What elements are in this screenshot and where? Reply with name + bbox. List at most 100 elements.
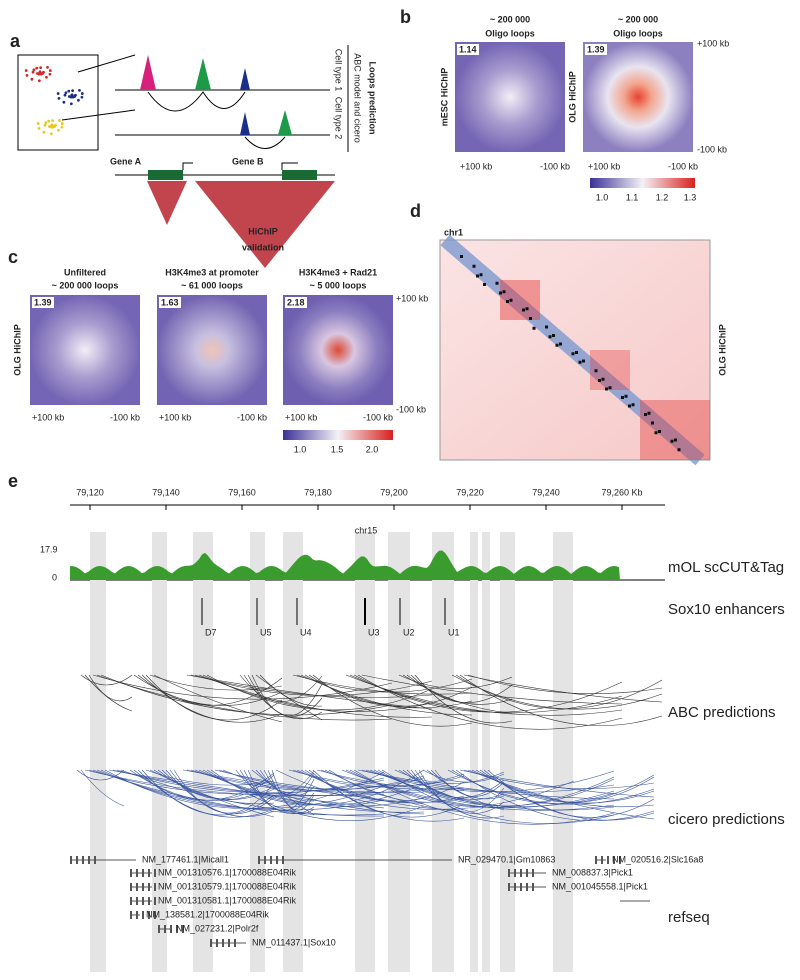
colorbar	[590, 178, 695, 188]
loop-arc	[377, 769, 615, 807]
exon	[601, 856, 603, 864]
cell-dot	[74, 93, 77, 97]
exon	[148, 869, 150, 877]
exon	[158, 925, 160, 933]
loop-arc	[255, 674, 323, 721]
exon	[508, 869, 510, 877]
loop-arc	[149, 674, 283, 691]
loop-arc	[463, 674, 663, 703]
peak	[240, 112, 250, 135]
exon	[142, 883, 144, 891]
highlight-band	[553, 532, 573, 972]
gene-label: NM_138581.2|1700088E04Rik	[146, 909, 269, 919]
gene-label: NR_029470.1|Gm10863	[458, 854, 555, 864]
gene-label: NM_008837.3|Pick1	[552, 867, 633, 877]
peak	[195, 58, 211, 90]
contact-dot	[601, 377, 605, 381]
tss-arrow	[281, 162, 298, 170]
contact-dot	[571, 352, 575, 356]
row-label: OLG HiChIP	[567, 71, 577, 123]
loop-arc	[88, 674, 133, 702]
arrow	[77, 54, 136, 73]
cell-type-label: Cell type 1	[334, 49, 344, 92]
contact-dot	[578, 360, 582, 364]
loop-arc	[455, 769, 655, 821]
cell-dot	[57, 96, 61, 100]
gene	[282, 170, 317, 180]
exon	[148, 883, 150, 891]
axis-tick-label: 79,140	[152, 487, 180, 497]
contact-dot	[598, 379, 601, 382]
loop-arc	[406, 674, 513, 705]
loop-arc	[108, 769, 385, 809]
highlight-band	[355, 532, 375, 972]
loop-arc	[84, 674, 133, 712]
row-label: OLG HiChIP	[12, 324, 22, 376]
gene-label: NM_020516.2|Slc16a8	[612, 854, 703, 864]
panel-label: a	[10, 31, 21, 51]
exon	[136, 897, 138, 905]
track-label: refseq	[668, 909, 710, 926]
gene-label: NM_011437.1|Sox10	[252, 937, 336, 947]
cell-dot	[48, 69, 52, 72]
contact-dot	[628, 404, 631, 408]
contact-dot	[658, 430, 661, 433]
loop-arc	[153, 674, 283, 723]
loop-arc	[222, 769, 425, 815]
track-label: mOL scCUT&Tag	[668, 559, 784, 576]
cell-dot	[78, 88, 81, 92]
chrom-label: chr1	[444, 227, 463, 237]
loop-arc	[120, 769, 385, 817]
exon	[520, 869, 522, 877]
loop-arc	[353, 769, 615, 825]
exon	[154, 897, 156, 905]
highlight-band	[90, 532, 106, 972]
colorbar-label: 1.2	[656, 192, 669, 202]
highlight-band	[500, 532, 515, 972]
panel-subtitle: ABC model and cicero	[353, 53, 363, 143]
gene-label: NM_001310579.1|1700088E04Rik	[158, 881, 296, 891]
loop-arc	[381, 769, 615, 824]
cell-dot	[25, 73, 29, 77]
contact-dot	[621, 396, 624, 399]
enhancer-label: U2	[403, 627, 415, 637]
axis-label: +100 kb	[285, 412, 317, 422]
cell-dot	[58, 118, 61, 122]
exon	[88, 856, 90, 864]
loop-arc	[112, 769, 385, 796]
domain	[640, 400, 710, 460]
cell-type-label: Cell type 2	[334, 97, 344, 140]
loop-arc	[353, 674, 623, 713]
cell-dot	[49, 125, 53, 129]
loop-arc	[487, 769, 655, 818]
exon	[142, 897, 144, 905]
colorbar-label: 1.0	[596, 192, 609, 202]
exon	[154, 883, 156, 891]
axis-label: -100 kb	[237, 412, 267, 422]
cell-dot	[35, 66, 39, 70]
cell-dot	[38, 70, 42, 74]
gene-label: NM_001045558.1|Pick1	[552, 881, 648, 891]
exon	[216, 939, 218, 947]
colorbar-label: 2.0	[366, 444, 379, 454]
exon	[514, 883, 516, 891]
exon	[228, 939, 230, 947]
cell-dot	[77, 98, 80, 102]
score-box	[32, 297, 54, 308]
cell-dot	[62, 100, 66, 104]
diagonal	[440, 234, 705, 466]
loop-arc	[312, 769, 465, 818]
exon	[222, 939, 224, 947]
exon	[526, 869, 528, 877]
validation-triangle	[147, 181, 187, 225]
highlight-band	[250, 532, 265, 972]
colorbar	[283, 430, 393, 440]
contact-dot	[502, 290, 506, 294]
chrom-label: chr15	[355, 525, 378, 535]
map-title: H3K4me3 + Rad21	[299, 267, 377, 277]
exon	[258, 856, 260, 864]
exon	[532, 883, 534, 891]
exon	[94, 856, 96, 864]
contact-dot	[509, 298, 513, 302]
